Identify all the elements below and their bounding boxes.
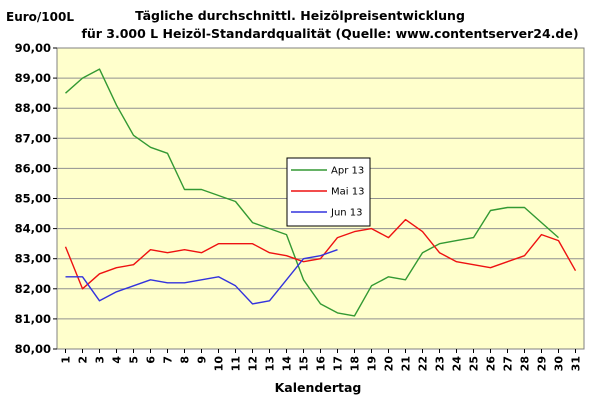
x-tick-label: 25 bbox=[468, 356, 481, 371]
x-tick-label: 15 bbox=[298, 356, 311, 371]
series-line-2 bbox=[65, 249, 338, 305]
chart-subtitle: für 3.000 L Heizöl-Standardqualität (Que… bbox=[81, 26, 578, 41]
chart-title: Tägliche durchschnittl. Heizölpreisentwi… bbox=[135, 8, 465, 23]
y-tick-label: 84,00 bbox=[15, 222, 51, 236]
y-tick-label: 80,00 bbox=[15, 342, 51, 356]
x-tick-label: 29 bbox=[536, 356, 549, 371]
legend-label: Mai 13 bbox=[331, 187, 364, 198]
x-axis-ticks: 1 2 3 4 5 6 7 8 9 10 11 12 13 14 15 16 17 18 19 20 21 22 23 24 2… bbox=[60, 349, 583, 371]
x-tick-label: 9 bbox=[196, 356, 209, 364]
x-axis-label: Kalendertag bbox=[275, 380, 362, 395]
y-unit-label: Euro/100L bbox=[6, 10, 74, 24]
series-lines bbox=[64, 68, 577, 317]
series-line-1 bbox=[64, 218, 577, 290]
x-tick-label: 10 bbox=[213, 356, 226, 372]
y-tick-label: 83,00 bbox=[15, 252, 51, 266]
x-tick-label: 8 bbox=[179, 356, 192, 364]
y-tick-label: 81,00 bbox=[15, 312, 51, 326]
x-tick-label: 3 bbox=[94, 356, 107, 364]
y-tick-label: 87,00 bbox=[15, 131, 51, 145]
x-tick-label: 22 bbox=[417, 356, 430, 371]
x-tick-label: 24 bbox=[451, 356, 464, 372]
legend: Apr 13 Mai 13 Jun 13 bbox=[286, 157, 371, 227]
x-tick-label: 1 bbox=[60, 356, 73, 364]
x-tick-label: 16 bbox=[315, 356, 328, 372]
y-tick-label: 89,00 bbox=[15, 71, 51, 85]
x-tick-label: 17 bbox=[332, 356, 345, 371]
series-line-0 bbox=[65, 68, 559, 317]
x-tick-label: 13 bbox=[264, 356, 277, 371]
x-tick-label: 26 bbox=[485, 356, 498, 372]
legend-label: Apr 13 bbox=[331, 166, 364, 177]
y-tick-label: 86,00 bbox=[15, 161, 51, 175]
x-tick-label: 30 bbox=[553, 356, 566, 372]
x-tick-label: 6 bbox=[145, 356, 158, 364]
x-tick-label: 28 bbox=[519, 356, 532, 371]
x-tick-label: 31 bbox=[570, 356, 583, 371]
x-tick-label: 5 bbox=[128, 356, 141, 364]
x-tick-label: 18 bbox=[349, 356, 362, 371]
y-tick-label: 82,00 bbox=[15, 282, 51, 296]
x-tick-label: 14 bbox=[281, 356, 294, 372]
x-tick-label: 7 bbox=[162, 356, 175, 364]
y-tick-label: 90,00 bbox=[15, 41, 51, 55]
x-tick-label: 27 bbox=[502, 356, 515, 371]
x-tick-label: 21 bbox=[400, 356, 413, 371]
x-tick-label: 2 bbox=[77, 356, 90, 364]
x-tick-label: 19 bbox=[366, 356, 379, 371]
y-tick-label: 85,00 bbox=[15, 192, 51, 206]
x-tick-label: 4 bbox=[111, 356, 124, 364]
x-tick-label: 20 bbox=[383, 356, 396, 372]
x-tick-label: 12 bbox=[247, 356, 260, 371]
legend-label: Jun 13 bbox=[330, 208, 363, 219]
x-tick-label: 11 bbox=[230, 356, 243, 371]
y-tick-label: 88,00 bbox=[15, 101, 51, 115]
y-axis-ticks: 80,00 81,00 82,00 83,00 84,00 85,00 86,00 87,00… bbox=[15, 41, 57, 356]
x-tick-label: 23 bbox=[434, 356, 447, 371]
